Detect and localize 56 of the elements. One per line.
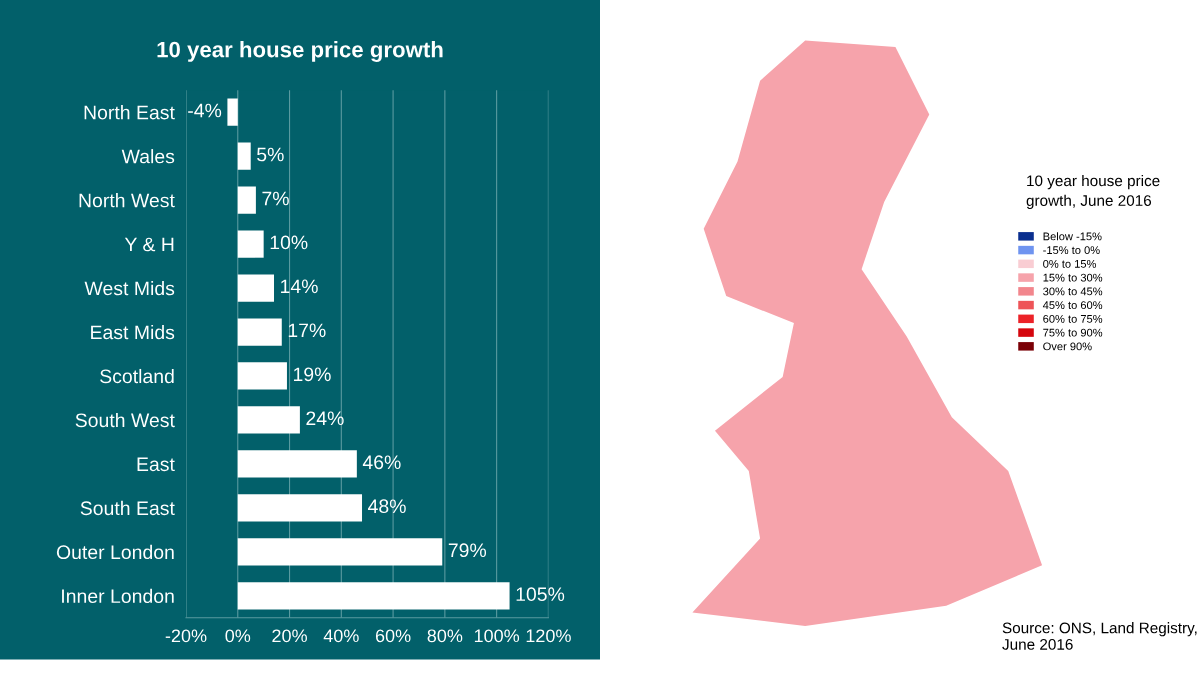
data-label: -4% [188,103,222,118]
bar [227,98,238,126]
bar [237,230,264,258]
data-label: 17% [288,323,326,338]
source-note: Source: ONS, Land Registry, June 2016 [1002,622,1197,650]
bar [237,450,357,478]
category-label: 75% to 90% [1043,328,1103,337]
data-label: 105% [516,587,565,602]
bar [237,538,443,566]
y-tick-label: East Mids [91,324,175,340]
category-label: -15% to 0% [1043,246,1100,255]
data-label: 19% [293,367,331,382]
data-label: 10% [270,235,308,250]
category-label: 45% to 60% [1042,301,1103,310]
bar [237,362,287,390]
category-label: Below -15% [1043,232,1102,241]
data-label: 24% [306,411,344,426]
data-label: 5% [257,147,284,162]
x-tick-label: 60% [375,629,411,643]
category-label: 15% to 30% [1043,273,1103,282]
x-tick-label: 80% [427,629,463,643]
legend-title: 10 year house price growth, June 2016 [1026,174,1160,209]
y-tick-label: Y & H [124,237,174,252]
data-label: 46% [362,455,401,470]
x-tick-label: 40% [323,629,359,643]
y-tick-label: North West [79,193,175,208]
x-tick-label: 20% [272,629,307,643]
y-tick-label: Inner London [62,588,174,604]
category-label: 0% to 15% [1043,259,1097,268]
chart-title: 10 year house price growth [157,41,443,62]
category-label: 30% to 45% [1043,287,1103,296]
bar [237,274,275,302]
y-tick-label: Outer London [56,544,174,560]
category-label: Over 90% [1043,342,1092,351]
x-tick-label: 0% [225,629,251,643]
y-tick-label: South East [80,500,175,516]
y-tick-label: Wales [121,149,175,164]
y-tick-label: South West [75,412,175,428]
bar [237,582,510,610]
bar [237,494,363,522]
y-tick-label: North East [84,105,175,120]
bar [237,406,300,434]
x-tick-label: 120% [526,629,571,643]
data-label: 48% [368,499,406,514]
bar [237,186,256,214]
category-label: 60% to 75% [1043,314,1103,323]
data-label: 14% [281,279,318,294]
data-label: 7% [262,191,289,206]
x-tick-label: 100% [474,629,520,643]
bar [237,142,251,170]
y-tick-label: East [137,457,175,472]
x-tick-label: -20% [165,629,207,643]
bar [237,318,282,346]
y-tick-label: West Mids [84,281,175,296]
data-label: 79% [448,543,487,558]
y-tick-label: Scotland [100,368,174,384]
